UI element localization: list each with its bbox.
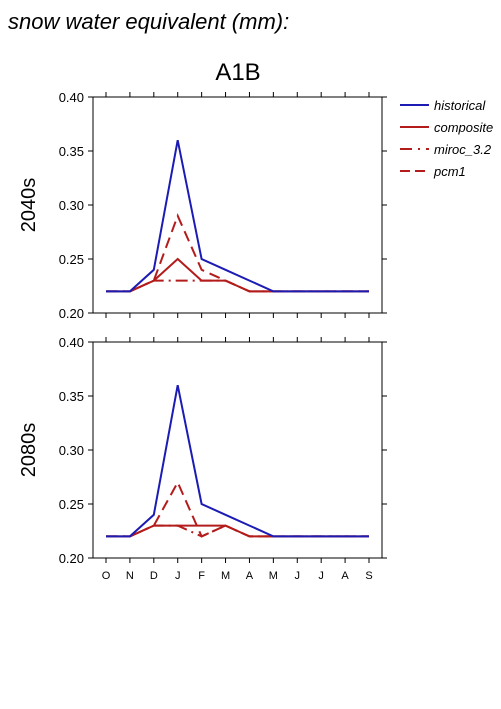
x-tick-label: F <box>198 570 205 582</box>
legend-label: historical <box>434 98 486 113</box>
y-tick-label: 0.40 <box>59 335 84 350</box>
x-tick-label: A <box>246 570 254 582</box>
y-tick-label: 0.20 <box>59 306 84 321</box>
x-tick-label: O <box>102 570 111 582</box>
chart-title: A1B <box>215 59 260 86</box>
x-tick-label: M <box>221 570 230 582</box>
x-tick-label: S <box>365 570 372 582</box>
y-tick-label: 0.35 <box>59 389 84 404</box>
legend-label: miroc_3.2 <box>434 142 492 157</box>
panel-label: 2040s <box>18 178 40 233</box>
y-tick-label: 0.30 <box>59 198 84 213</box>
panel-2080s: 2080s 0.20 0.25 0.30 0.35 0.40 O N D J F M A M J J A S <box>18 335 387 582</box>
chart-panels: 2040s 0.20 0.25 0.30 0.35 0.40 2080s 0.20 0.25 0.… <box>18 90 387 582</box>
x-tick-label: J <box>175 570 181 582</box>
y-tick-label: 0.25 <box>59 497 84 512</box>
series-line-pcm1 <box>106 213 369 293</box>
x-tick-label: D <box>150 570 158 582</box>
x-tick-label: J <box>295 570 301 582</box>
panel-label: 2080s <box>18 423 40 478</box>
y-tick-label: 0.35 <box>59 144 84 159</box>
series-line-historical <box>106 385 369 538</box>
y-tick-label: 0.40 <box>59 90 84 105</box>
y-tick-label: 0.30 <box>59 443 84 458</box>
series-line-historical <box>106 140 369 293</box>
legend-label: composite <box>434 120 493 135</box>
x-tick-label: A <box>341 570 349 582</box>
series-line-composite <box>106 524 369 538</box>
x-tick-label: N <box>126 570 134 582</box>
panel-2040s: 2040s 0.20 0.25 0.30 0.35 0.40 <box>18 90 387 321</box>
y-tick-label: 0.20 <box>59 551 84 566</box>
x-tick-label: J <box>318 570 324 582</box>
x-tick-label: M <box>269 570 278 582</box>
plot-frame <box>92 341 383 559</box>
legend: historical composite miroc_3.2 pcm1 <box>400 98 493 179</box>
legend-label: pcm1 <box>433 164 466 179</box>
page-title: snow water equivalent (mm): <box>8 9 289 34</box>
y-tick-label: 0.25 <box>59 252 84 267</box>
plot-frame <box>92 96 383 314</box>
